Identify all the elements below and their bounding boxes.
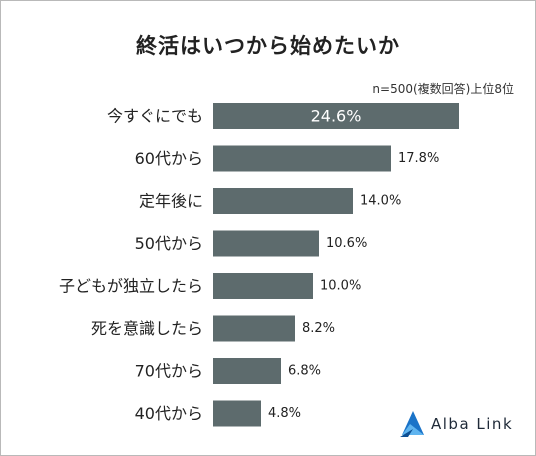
value-label: 6.8% xyxy=(288,364,321,379)
category-label: 40代から xyxy=(135,404,203,423)
category-label: 子どもが独立したら xyxy=(59,277,203,296)
bar xyxy=(213,188,353,214)
value-label: 14.0% xyxy=(360,194,401,209)
value-label: 10.6% xyxy=(326,236,367,251)
value-label: 24.6% xyxy=(311,107,362,126)
bar xyxy=(213,400,261,427)
brand-logo: Alba Link xyxy=(399,408,513,440)
bar xyxy=(213,315,295,342)
category-label: 60代から xyxy=(135,149,203,168)
bar xyxy=(213,358,281,384)
category-label: 定年後に xyxy=(139,192,203,211)
value-label: 10.0% xyxy=(320,279,361,294)
bar xyxy=(213,145,391,172)
brand-name: Alba Link xyxy=(431,415,514,433)
bar xyxy=(213,230,319,257)
category-label: 今すぐにでも xyxy=(107,107,203,126)
value-label: 8.2% xyxy=(302,321,335,336)
bar xyxy=(213,103,459,129)
category-label: 50代から xyxy=(135,234,203,253)
alba-link-logo-icon xyxy=(400,411,424,437)
sample-note: n=500(複数回答)上位8位 xyxy=(372,82,514,96)
bar xyxy=(213,273,313,299)
category-label: 死を意識したら xyxy=(91,319,203,338)
chart-title: 終活はいつから始めたいか xyxy=(136,34,400,58)
category-label: 70代から xyxy=(135,362,203,381)
value-label: 4.8% xyxy=(268,406,301,421)
value-label: 17.8% xyxy=(398,151,439,166)
